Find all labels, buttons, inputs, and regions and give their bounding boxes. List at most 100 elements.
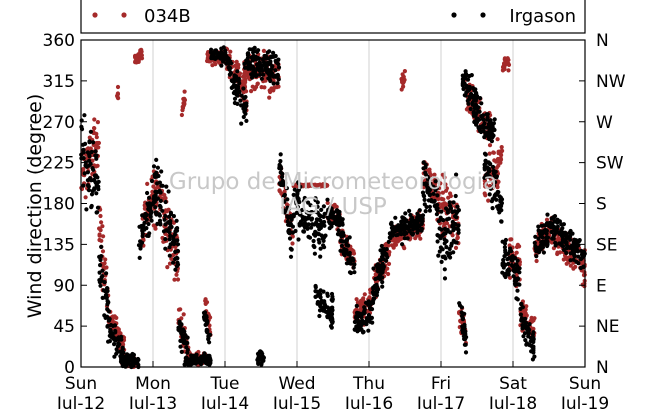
data-point (158, 198, 163, 203)
data-point (338, 238, 343, 243)
data-point (85, 178, 90, 183)
x-tick-date: Jul-13 (128, 394, 177, 409)
data-point (534, 258, 539, 264)
data-point (469, 91, 474, 97)
legend-marker-irgason (480, 12, 486, 18)
data-point (103, 257, 108, 262)
data-point (556, 236, 561, 241)
data-point (491, 168, 496, 173)
data-point (482, 151, 488, 156)
data-point (179, 349, 184, 354)
data-point (438, 215, 443, 220)
data-point (366, 312, 371, 318)
data-point (176, 327, 181, 332)
data-point (242, 96, 247, 101)
data-point (488, 119, 493, 124)
data-point (431, 191, 436, 196)
data-point (207, 340, 212, 345)
data-point (325, 305, 330, 310)
x-tick-date: Jul-18 (488, 394, 537, 409)
data-point (261, 60, 267, 65)
data-point (140, 234, 145, 239)
data-point (457, 301, 462, 306)
data-point (576, 261, 581, 266)
data-point (561, 247, 567, 252)
data-point (471, 98, 476, 103)
data-point (257, 60, 262, 65)
data-point (84, 207, 89, 212)
data-point (290, 241, 295, 246)
data-point (226, 61, 231, 66)
data-point (454, 172, 459, 177)
data-point (182, 329, 187, 334)
data-point (250, 72, 255, 78)
data-point (167, 230, 172, 235)
data-point (433, 179, 438, 184)
data-point (515, 288, 520, 293)
data-point (542, 239, 548, 244)
data-point (291, 192, 296, 197)
data-point (456, 230, 461, 235)
data-point (453, 214, 458, 219)
data-point (94, 164, 99, 169)
data-point (239, 93, 244, 98)
data-point (100, 249, 106, 254)
data-point (204, 321, 209, 327)
data-point (453, 240, 458, 245)
data-point (273, 68, 278, 73)
data-point (364, 316, 370, 321)
data-point (421, 166, 426, 171)
data-point (486, 198, 491, 203)
data-point (151, 184, 156, 189)
data-point (487, 151, 492, 156)
data-point (573, 264, 578, 269)
data-point (325, 200, 330, 205)
data-point (572, 254, 577, 259)
data-point (319, 222, 324, 228)
data-point (149, 209, 154, 215)
y-tick-label: 135 (43, 235, 75, 255)
data-point (140, 240, 145, 245)
data-point (174, 226, 179, 232)
data-point (463, 69, 468, 74)
data-point (517, 266, 522, 271)
data-point (444, 245, 449, 250)
data-point (551, 233, 557, 238)
data-point (140, 228, 145, 234)
data-point (536, 224, 541, 229)
data-point (153, 205, 158, 210)
data-point (268, 89, 273, 95)
data-point (83, 163, 88, 168)
data-point (344, 261, 349, 266)
data-point (312, 244, 317, 250)
data-point (173, 256, 178, 262)
data-point (98, 263, 103, 268)
data-point (498, 156, 503, 161)
data-point (325, 183, 330, 188)
data-point (380, 275, 385, 280)
data-point (389, 234, 394, 239)
data-point (82, 171, 87, 176)
data-point (260, 351, 265, 356)
data-point (277, 189, 282, 194)
data-point (208, 59, 213, 64)
data-point (362, 310, 367, 316)
data-point (185, 357, 190, 362)
data-point (202, 313, 208, 318)
data-point (529, 349, 534, 354)
data-point (416, 217, 421, 222)
data-point (167, 253, 172, 258)
data-point (89, 192, 95, 197)
data-point (175, 242, 181, 247)
data-point (422, 197, 427, 202)
data-point (185, 350, 190, 355)
data-point (555, 217, 560, 222)
data-point (519, 301, 524, 306)
y-tick-label: 270 (43, 113, 75, 133)
data-point (93, 153, 98, 158)
data-point (371, 266, 376, 271)
legend-label-irgason: Irgason (509, 6, 576, 27)
data-point (281, 194, 286, 199)
data-point (295, 192, 300, 197)
data-point (346, 257, 351, 262)
